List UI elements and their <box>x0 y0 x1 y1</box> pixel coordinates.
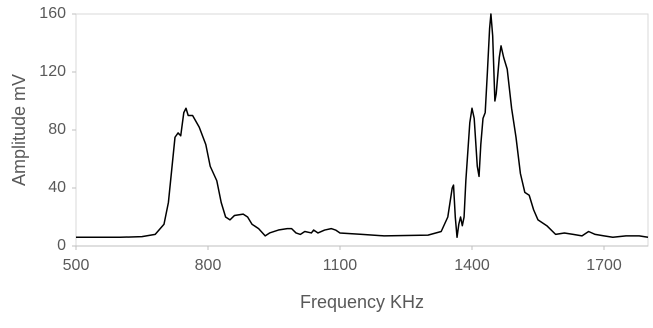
y-tick-label: 40 <box>48 179 66 196</box>
y-tick-label: 0 <box>57 237 66 254</box>
x-axis-label: Frequency KHz <box>300 292 424 312</box>
line-series <box>76 13 649 239</box>
x-tick-label: 1700 <box>586 257 622 274</box>
x-tick-label: 1100 <box>323 257 358 274</box>
x-tick-label: 800 <box>195 257 222 274</box>
plot-frame <box>75 13 649 247</box>
y-tick-label: 160 <box>39 5 66 22</box>
y-tick-label: 80 <box>48 121 66 138</box>
y-tick-label: 120 <box>39 63 66 80</box>
x-tick-label: 500 <box>63 257 90 274</box>
x-tick-label: 1400 <box>454 257 490 274</box>
y-axis-label: Amplitude mV <box>9 74 29 186</box>
